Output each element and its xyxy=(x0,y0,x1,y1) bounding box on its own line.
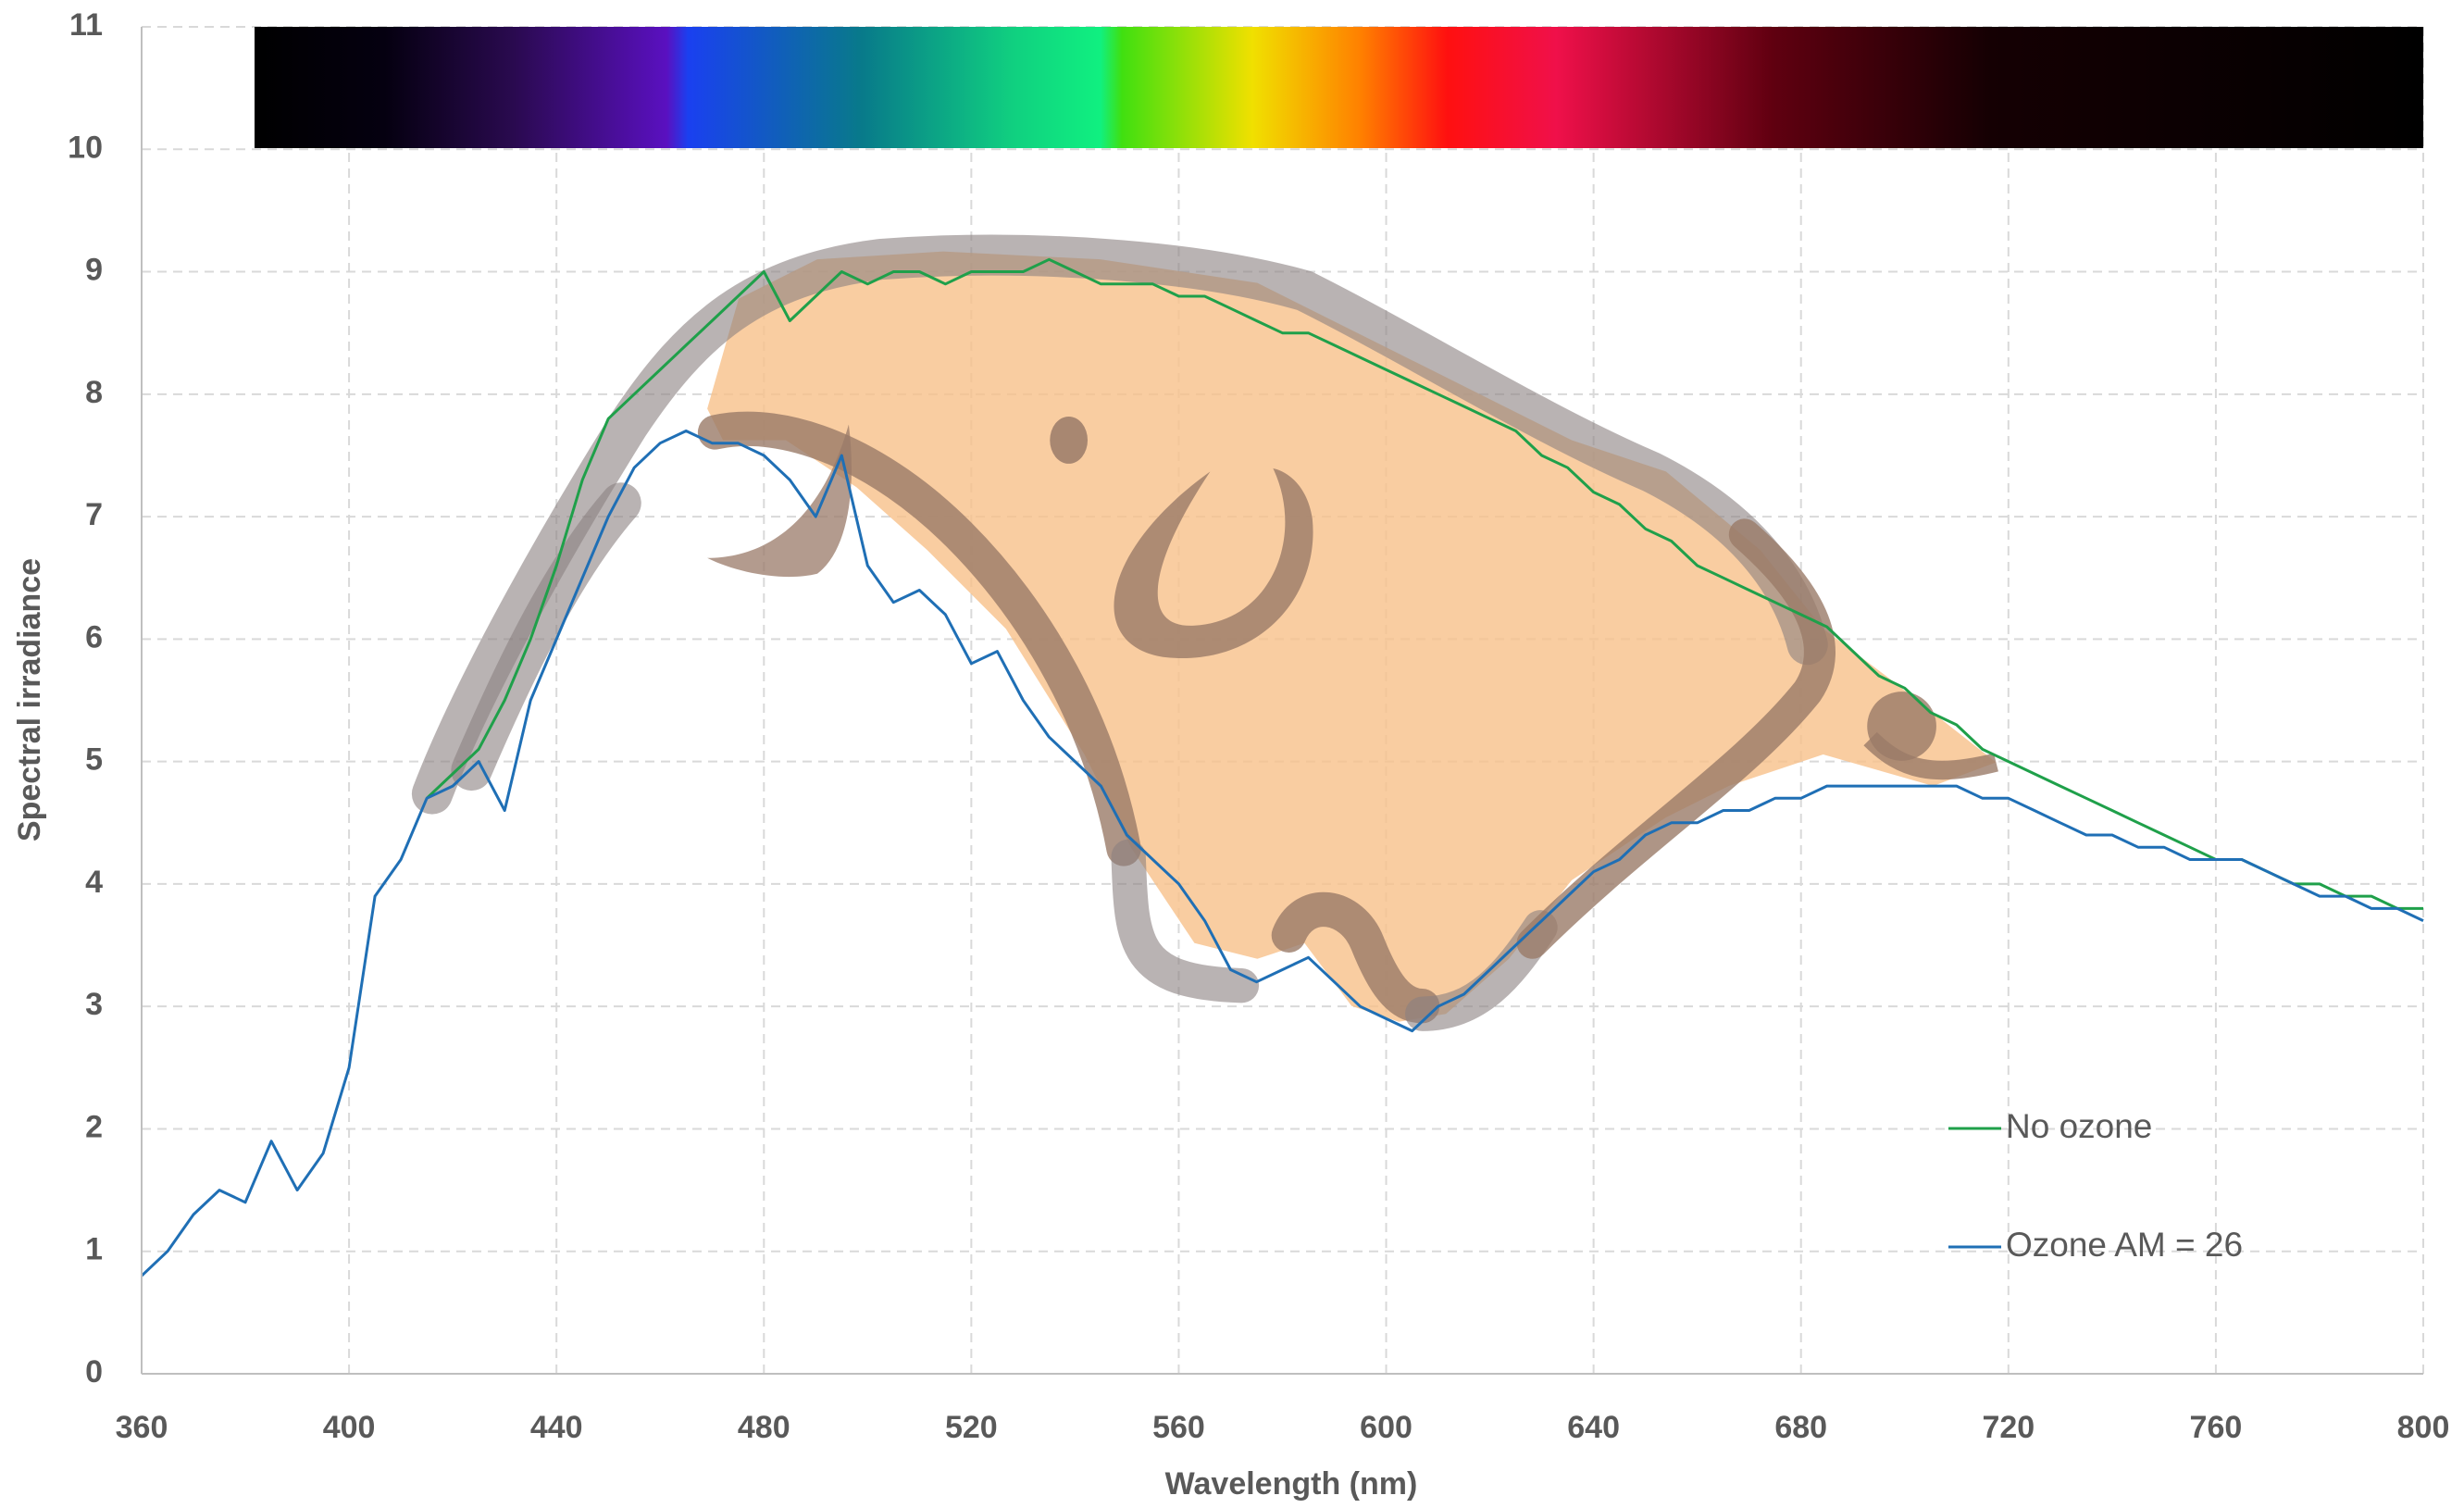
x-tick-label: 440 xyxy=(530,1410,583,1445)
x-tick-label: 640 xyxy=(1567,1410,1620,1445)
y-tick-label: 10 xyxy=(68,130,103,165)
y-tick-label: 3 xyxy=(85,987,103,1022)
y-tick-label: 4 xyxy=(85,865,103,900)
y-tick-label: 8 xyxy=(85,375,103,410)
x-tick-label: 480 xyxy=(738,1410,790,1445)
x-tick-label: 360 xyxy=(116,1410,168,1445)
legend-label: Ozone AM = 26 xyxy=(2006,1226,2243,1264)
y-tick-label: 9 xyxy=(85,253,103,288)
x-tick-label: 600 xyxy=(1360,1410,1412,1445)
illustration xyxy=(432,252,1997,1022)
x-tick-label: 520 xyxy=(945,1410,998,1445)
x-tick-label: 760 xyxy=(2190,1410,2243,1445)
x-tick-label: 400 xyxy=(323,1410,376,1445)
x-axis-label: Wavelength (nm) xyxy=(1165,1466,1418,1502)
legend-label: No ozone xyxy=(2006,1107,2152,1145)
x-tick-label: 560 xyxy=(1152,1410,1205,1445)
y-tick-label: 5 xyxy=(85,742,103,778)
y-tick-label: 0 xyxy=(85,1354,103,1390)
x-tick-label: 720 xyxy=(1982,1410,2035,1445)
y-tick-label: 7 xyxy=(85,497,103,532)
y-tick-label: 1 xyxy=(85,1232,103,1267)
y-tick-label: 6 xyxy=(85,619,103,654)
eye xyxy=(1050,417,1088,464)
y-axis-label: Spectral irradiance xyxy=(12,558,47,841)
y-tick-label: 2 xyxy=(85,1109,103,1144)
spectrum-bar xyxy=(255,27,2423,148)
x-tick-label: 680 xyxy=(1774,1410,1827,1445)
y-tick-label: 11 xyxy=(69,7,103,43)
chart: Wavelength (nm) Spectral irradiance 0 1 2 3… xyxy=(0,0,2464,1508)
x-tick-label: 800 xyxy=(2397,1410,2450,1445)
